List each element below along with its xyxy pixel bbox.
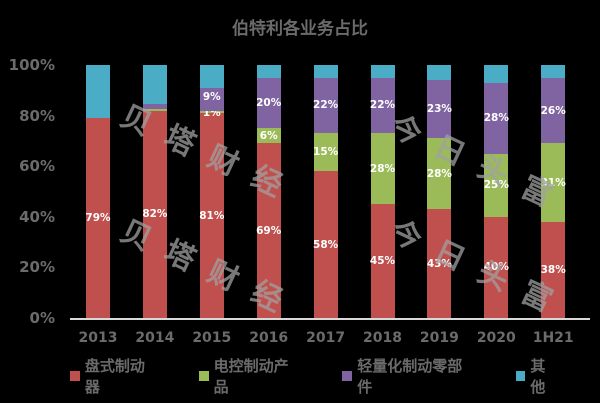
data-label: 31% — [540, 176, 566, 189]
bar-segment — [199, 65, 224, 88]
bar-segment — [313, 65, 338, 78]
legend-swatch — [515, 371, 526, 381]
data-label: 38% — [540, 263, 566, 276]
bar-segment — [484, 216, 509, 318]
x-tick-label: 2013 — [78, 330, 118, 346]
x-tick-label: 1H21 — [532, 330, 574, 346]
bar-segment — [142, 65, 167, 105]
data-label: 28% — [426, 167, 452, 180]
data-label: 6% — [259, 129, 278, 142]
legend-label: 盘式制动器 — [84, 357, 145, 396]
y-tick-label: 60% — [19, 157, 55, 176]
bar-segment — [142, 109, 167, 111]
x-axis-line — [70, 318, 590, 320]
bar-segment — [541, 65, 566, 78]
bar-segment — [484, 82, 509, 154]
y-tick-label: 100% — [8, 56, 55, 74]
data-label: 45% — [369, 255, 396, 268]
legend-swatch — [342, 371, 353, 381]
bar-segment — [427, 138, 452, 210]
data-label: 22% — [369, 99, 396, 112]
y-tick-label: 0% — [29, 309, 55, 327]
bar-segment — [370, 133, 395, 205]
bar-segment — [142, 110, 167, 318]
x-tick-label: 2015 — [192, 330, 232, 346]
data-label: 23% — [426, 103, 452, 116]
data-label: 81% — [199, 209, 225, 222]
legend-label: 轻量化制动零部件 — [357, 357, 463, 396]
bar-segment — [427, 209, 452, 318]
data-label: 15% — [313, 146, 339, 159]
y-tick-label: 20% — [19, 258, 55, 277]
bar-segment — [370, 77, 395, 134]
data-label: 25% — [483, 179, 509, 192]
x-tick-label: 2017 — [306, 330, 346, 346]
bar-segment — [86, 118, 110, 318]
bar-segment — [541, 221, 566, 318]
data-label: 40% — [483, 261, 509, 274]
x-tick-label: 2020 — [476, 330, 516, 346]
bar-segment — [313, 171, 338, 318]
legend-swatch — [70, 371, 80, 381]
bar-segment — [541, 143, 566, 222]
bar-segment — [370, 65, 395, 78]
bar-segment — [256, 143, 281, 318]
legend-item: 轻量化制动零部件 — [342, 355, 475, 397]
legend-swatch — [198, 371, 209, 381]
legend-item: 电控制动产品 — [198, 355, 303, 397]
bar-segment — [199, 110, 224, 114]
data-label: 69% — [256, 224, 282, 237]
x-tick-label: 2016 — [249, 330, 289, 346]
legend-label: 电控制动产品 — [213, 357, 289, 396]
legend-label: 其他 — [530, 357, 546, 396]
data-label: 43% — [426, 257, 452, 270]
legend: 盘式制动器 电控制动产品 轻量化制动零部件 其他 — [70, 357, 600, 396]
y-tick-label: 80% — [19, 106, 55, 125]
bar-segment — [541, 77, 566, 144]
bar-segment — [427, 65, 452, 81]
legend-item: 其他 — [515, 355, 560, 397]
bar-segment — [484, 153, 509, 217]
data-label: 22% — [313, 99, 339, 112]
data-label: 9% — [202, 91, 221, 104]
data-label: 28% — [483, 112, 509, 125]
bar-segment — [313, 133, 338, 172]
bar-segment — [256, 77, 281, 129]
bar-segment — [142, 104, 167, 110]
data-label: 26% — [540, 104, 566, 117]
legend-item: 盘式制动器 — [70, 355, 159, 397]
bar-segment — [313, 77, 338, 134]
bar-segment — [484, 65, 509, 83]
bar-segment — [427, 80, 452, 139]
data-label: 58% — [313, 238, 339, 251]
bar-segment — [256, 65, 281, 78]
y-tick-label: 40% — [19, 207, 55, 226]
x-tick-label: 2018 — [363, 330, 402, 346]
x-tick-label: 2019 — [419, 330, 459, 346]
bar-segment — [256, 128, 281, 144]
bar-segment — [370, 204, 395, 318]
data-label: 20% — [256, 96, 282, 109]
x-tick-label: 2014 — [135, 330, 175, 346]
bar-segment — [199, 87, 224, 111]
bar-segment — [199, 113, 224, 318]
chart-title: 伯特利各业务占比 — [232, 19, 368, 39]
bar-segment — [86, 65, 110, 119]
data-label: 28% — [369, 162, 396, 175]
data-label: 79% — [85, 212, 111, 225]
data-label: 82% — [142, 208, 168, 221]
